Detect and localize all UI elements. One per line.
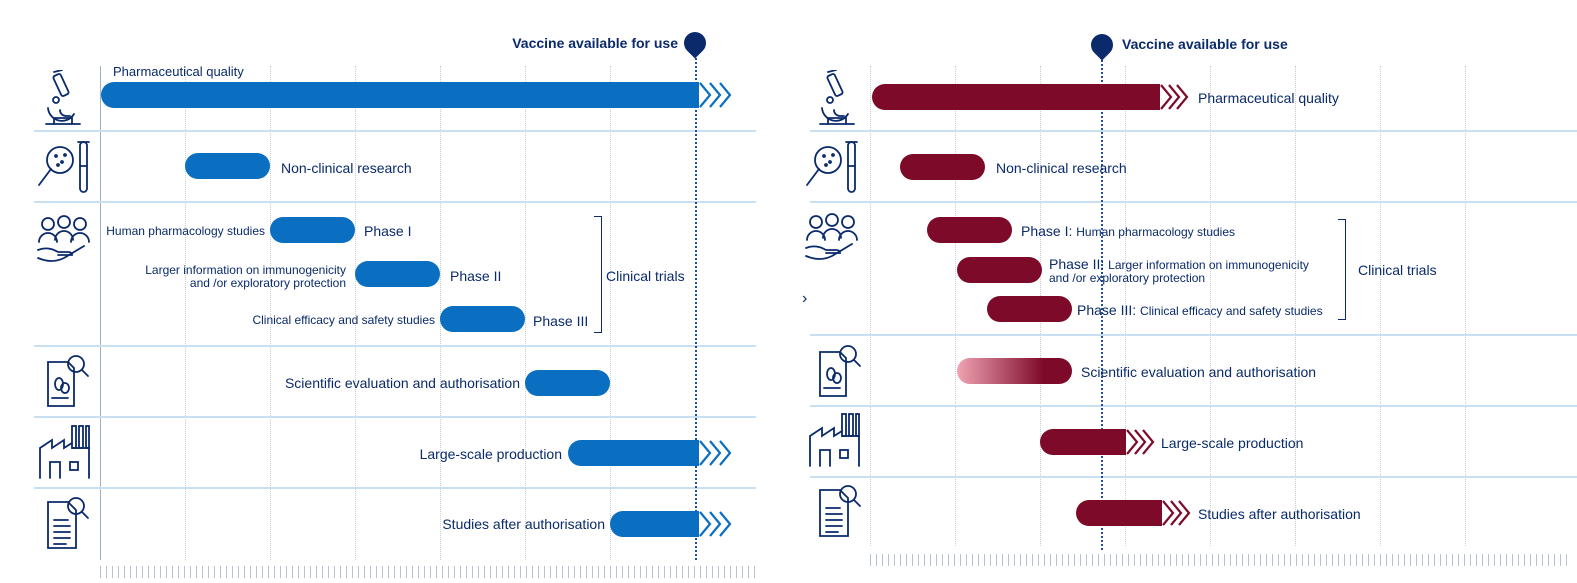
- people-hand-icon: [37, 215, 90, 262]
- studies-after-authorisation-bar: [610, 511, 699, 537]
- scientific-evaluation-bar: [957, 358, 1072, 384]
- phase2-label: Phase II: [450, 268, 502, 284]
- phase2-description-line2: and /or exploratory protection: [189, 276, 346, 290]
- pharmaceutical-quality-bar: [872, 84, 1160, 110]
- row-separator: [810, 201, 1577, 203]
- phase3-description: Clinical efficacy and safety studies: [252, 313, 435, 327]
- row-separator: [34, 487, 756, 489]
- report-search-icon: [47, 497, 89, 549]
- vaccine-available-line: [695, 54, 697, 560]
- phase3-name: Phase III:: [1077, 302, 1137, 318]
- chevron-arrow-icon: [699, 511, 732, 537]
- large-scale-production-bar: [568, 440, 699, 466]
- row-separator: [810, 334, 1577, 336]
- phase2-bar: [957, 257, 1042, 283]
- grid-line: [955, 66, 956, 546]
- grid-line: [1210, 66, 1211, 546]
- report-search-icon: [819, 485, 861, 537]
- phase1-label: Phase I: Human pharmacology studies: [1021, 223, 1235, 239]
- row-separator: [34, 345, 756, 347]
- non-clinical-research-bar: [900, 154, 985, 180]
- scientific-evaluation-label: Scientific evaluation and authorisation: [1081, 364, 1317, 380]
- standard-timeline-panel: Vaccine available for use: [0, 0, 770, 583]
- pharmaceutical-quality-label: Pharmaceutical quality: [1198, 90, 1339, 106]
- grid-line: [870, 66, 871, 546]
- phase1-bar: [927, 217, 1012, 243]
- accelerated-timeline-panel: Vaccine available for use ›: [790, 0, 1577, 583]
- vaccine-available-label: Vaccine available for use: [1122, 36, 1288, 52]
- chevron-arrow-icon: [699, 440, 732, 466]
- chevron-arrow-icon: [1126, 429, 1155, 455]
- scientific-evaluation-label: Scientific evaluation and authorisation: [284, 375, 520, 391]
- phase2-description-line1: Larger information on immunogenicity: [1108, 258, 1309, 272]
- phase1-description: Human pharmacology studies: [1076, 225, 1236, 239]
- grid-line: [1380, 66, 1381, 546]
- time-axis-ticks: [100, 566, 756, 578]
- phase1-label: Phase I: [364, 223, 412, 239]
- chevron-arrow-icon: [1162, 500, 1191, 526]
- grid-line: [610, 66, 611, 560]
- phase2-description-line1: Larger information on immunogenicity: [145, 263, 346, 277]
- time-axis-ticks: [870, 554, 1570, 566]
- magnifier-test-tube-icon: [806, 141, 858, 193]
- factory-icon: [809, 413, 860, 467]
- phase2-description-line2: and /or exploratory protection: [1049, 271, 1206, 285]
- row-separator: [34, 416, 756, 418]
- grid-line: [1295, 66, 1296, 546]
- vaccine-available-line: [1101, 56, 1103, 550]
- clinical-trials-bracket: [594, 216, 602, 333]
- chevron-right-icon[interactable]: ›: [802, 290, 808, 307]
- phase3-bar: [987, 296, 1072, 322]
- large-scale-production-bar: [1040, 429, 1126, 455]
- row-separator: [810, 476, 1577, 478]
- pharmaceutical-quality-label: Pharmaceutical quality: [113, 64, 244, 79]
- phase3-bar: [440, 306, 525, 332]
- row-separator: [810, 405, 1577, 407]
- location-pin-icon: [679, 27, 711, 59]
- grid-line: [525, 66, 526, 560]
- row-separator: [810, 130, 1577, 132]
- scientific-evaluation-bar: [525, 370, 610, 396]
- row-separator: [34, 130, 756, 132]
- phase1-bar: [270, 217, 355, 243]
- microscope-icon: [819, 70, 855, 125]
- phase1-description: Human pharmacology studies: [106, 224, 265, 238]
- phase3-label: Phase III: Clinical efficacy and safety …: [1077, 302, 1323, 318]
- pharmaceutical-quality-bar: [101, 82, 699, 108]
- non-clinical-research-label: Non-clinical research: [996, 160, 1127, 176]
- studies-after-authorisation-label: Studies after authorisation: [442, 516, 605, 532]
- location-pin-icon: [1086, 29, 1118, 61]
- clinical-trials-label: Clinical trials: [1358, 262, 1437, 278]
- phase2-name: Phase II:: [1049, 256, 1105, 272]
- grid-line: [355, 66, 356, 560]
- non-clinical-research-bar: [185, 153, 270, 179]
- phase1-name: Phase I:: [1021, 223, 1073, 239]
- studies-after-authorisation-bar: [1076, 500, 1162, 526]
- phase2-bar: [355, 261, 440, 287]
- y-axis-line: [100, 66, 101, 560]
- grid-line: [185, 66, 186, 560]
- people-hand-icon: [805, 213, 858, 260]
- phase3-label: Phase III: [533, 313, 589, 329]
- non-clinical-research-label: Non-clinical research: [281, 160, 412, 176]
- large-scale-production-label: Large-scale production: [1161, 435, 1304, 451]
- clinical-trials-bracket: [1338, 219, 1346, 320]
- chevron-arrow-icon: [699, 82, 732, 108]
- large-scale-production-label: Large-scale production: [419, 446, 562, 462]
- grid-line: [270, 66, 271, 560]
- phase3-description: Clinical efficacy and safety studies: [1140, 304, 1323, 318]
- factory-icon: [39, 425, 90, 479]
- studies-after-authorisation-label: Studies after authorisation: [1198, 506, 1361, 522]
- document-search-icon: [819, 345, 861, 397]
- row-separator: [34, 201, 756, 203]
- phase2-label: Phase II: Larger information on immunoge…: [1049, 256, 1309, 272]
- microscope-icon: [45, 70, 81, 125]
- magnifier-test-tube-icon: [38, 141, 90, 193]
- grid-line: [1125, 66, 1126, 546]
- chevron-arrow-icon: [1160, 84, 1189, 110]
- document-search-icon: [47, 355, 89, 407]
- clinical-trials-label: Clinical trials: [606, 268, 685, 284]
- vaccine-available-label: Vaccine available for use: [512, 35, 678, 51]
- grid-line: [1465, 66, 1466, 546]
